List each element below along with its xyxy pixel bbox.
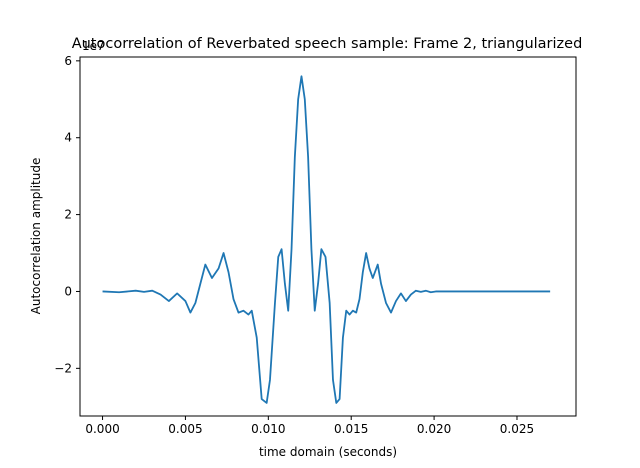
y-axis-label: Autocorrelation amplitude — [29, 158, 43, 315]
x-tick-label: 0.010 — [251, 422, 285, 436]
x-tick-label: 0.015 — [334, 422, 368, 436]
y-tick-label: 0 — [64, 284, 72, 298]
x-tick-label: 0.020 — [417, 422, 451, 436]
chart-title: Autocorrelation of Reverbated speech sam… — [72, 36, 583, 52]
axes-frame — [79, 56, 577, 417]
y-tick-label: 2 — [64, 208, 72, 222]
y-multiplier-label: 1e7 — [82, 39, 105, 53]
x-tick-label: 0.025 — [500, 422, 534, 436]
y-tick-label: 4 — [64, 131, 72, 145]
x-tick-label: 0.005 — [168, 422, 202, 436]
y-tick-label: −2 — [54, 361, 72, 375]
x-tick-label: 0.000 — [85, 422, 119, 436]
x-axis-label: time domain (seconds) — [259, 445, 397, 459]
series-line — [102, 75, 551, 404]
y-tick-label: 6 — [64, 54, 72, 68]
